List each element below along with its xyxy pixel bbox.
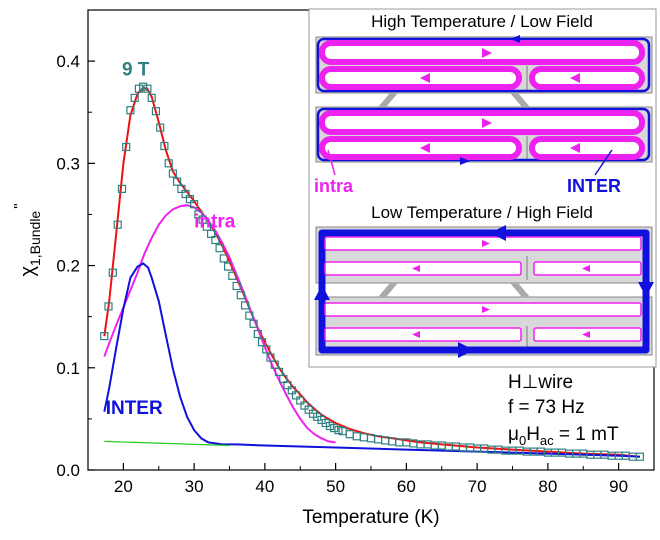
data-point — [635, 452, 645, 461]
data-point — [130, 93, 139, 103]
data-point — [156, 123, 165, 132]
inset-title-high-temp: High Temperature / Low Field — [371, 12, 593, 31]
data-point — [228, 271, 237, 280]
data-point — [126, 106, 135, 115]
inset-top-bundles — [315, 35, 653, 165]
data-point — [274, 367, 284, 376]
data-point — [291, 391, 301, 400]
intra-pointer-arrow — [327, 149, 336, 176]
data-point — [181, 189, 190, 199]
inter-pointer-arrow — [594, 149, 613, 176]
inset-label-intra: intra — [314, 176, 354, 196]
annotation-intra: intra — [194, 212, 236, 233]
data-point — [122, 142, 131, 152]
data-point — [257, 338, 267, 347]
x-tick-label: 40 — [255, 477, 274, 496]
legend-line-1: H⊥wire — [508, 372, 573, 393]
inset-schematic: High Temperature / Low Field — [308, 8, 657, 368]
y-axis-label-sup: " — [11, 203, 28, 208]
inset-bottom-bundles — [314, 225, 654, 358]
data-point — [108, 268, 117, 277]
annotation-inter: INTER — [106, 398, 163, 419]
data-point — [232, 281, 241, 291]
x-tick-label: 30 — [185, 477, 204, 496]
data-point — [164, 159, 173, 168]
x-tick-label: 50 — [326, 477, 345, 496]
data-point — [219, 254, 228, 263]
data-point — [279, 374, 288, 384]
legend-line-3: μ0Hac = 1 mT — [508, 424, 619, 448]
background-curve — [104, 440, 230, 447]
y-ticks: 0.0 0.1 0.2 0.3 0.4 — [56, 9, 95, 480]
y-axis-label-sub: 1,Bundle — [27, 211, 43, 266]
data-point — [283, 381, 292, 390]
data-point — [224, 262, 233, 271]
data-point — [359, 433, 368, 442]
data-point — [160, 141, 169, 151]
x-tick-label: 70 — [468, 477, 487, 496]
x-tick-label: 60 — [397, 477, 416, 496]
data-point — [253, 329, 262, 339]
data-point — [296, 396, 305, 405]
data-point — [211, 235, 220, 245]
data-point — [330, 424, 339, 433]
inset-title-low-temp: Low Temperature / High Field — [371, 203, 593, 222]
data-point — [113, 220, 122, 229]
markers-group — [100, 82, 645, 461]
annotation-9-t: 9 T — [122, 59, 150, 80]
y-tick-label: 0.3 — [56, 154, 80, 173]
data-point — [300, 401, 309, 410]
x-ticks: 20 30 40 50 60 70 80 90 — [114, 463, 628, 496]
data-point — [194, 210, 203, 219]
y-tick-label: 0.2 — [56, 257, 80, 276]
svg-text:χ1,Bundle": χ1,Bundle " — [11, 203, 43, 276]
data-point — [198, 215, 207, 224]
data-point — [190, 200, 199, 209]
data-point — [345, 430, 354, 439]
y-tick-label: 0.0 — [56, 461, 80, 480]
data-point — [147, 93, 156, 103]
data-point — [236, 291, 245, 300]
data-point — [270, 360, 279, 369]
data-point — [325, 421, 335, 431]
y-tick-label: 0.1 — [56, 359, 80, 378]
data-point — [185, 195, 194, 204]
data-point — [151, 107, 160, 116]
data-point — [202, 222, 211, 231]
data-point — [215, 244, 224, 253]
data-point — [100, 332, 109, 341]
data-point — [177, 184, 186, 193]
data-point — [168, 169, 177, 178]
x-tick-label: 80 — [538, 477, 557, 496]
data-point — [207, 229, 216, 238]
x-axis-label: Temperature (K) — [302, 507, 439, 528]
data-point — [117, 184, 127, 193]
data-point — [334, 426, 343, 435]
y-axis-label-base: χ — [17, 266, 39, 277]
data-point — [241, 301, 250, 310]
data-point — [352, 432, 361, 441]
y-axis-label: χ1,Bundle " — [11, 203, 43, 276]
data-point — [134, 84, 143, 93]
inter-curve — [103, 262, 640, 458]
annotations-group: 9 T intra INTER — [106, 59, 236, 418]
data-point — [104, 302, 113, 311]
x-tick-label: 90 — [609, 477, 628, 496]
data-point — [287, 386, 296, 395]
data-point — [266, 353, 275, 362]
data-point — [249, 319, 258, 328]
legend-line-2: f = 73 Hz — [508, 397, 585, 418]
data-point — [245, 311, 254, 320]
data-point — [262, 345, 271, 354]
x-tick-label: 20 — [114, 477, 133, 496]
data-point — [139, 82, 148, 91]
y-tick-label: 0.4 — [56, 52, 80, 71]
data-point — [143, 84, 152, 93]
inset-label-inter: INTER — [567, 176, 621, 196]
legend-text: H⊥wire f = 73 Hz μ0Hac = 1 mT — [508, 372, 619, 448]
data-point — [173, 177, 182, 186]
